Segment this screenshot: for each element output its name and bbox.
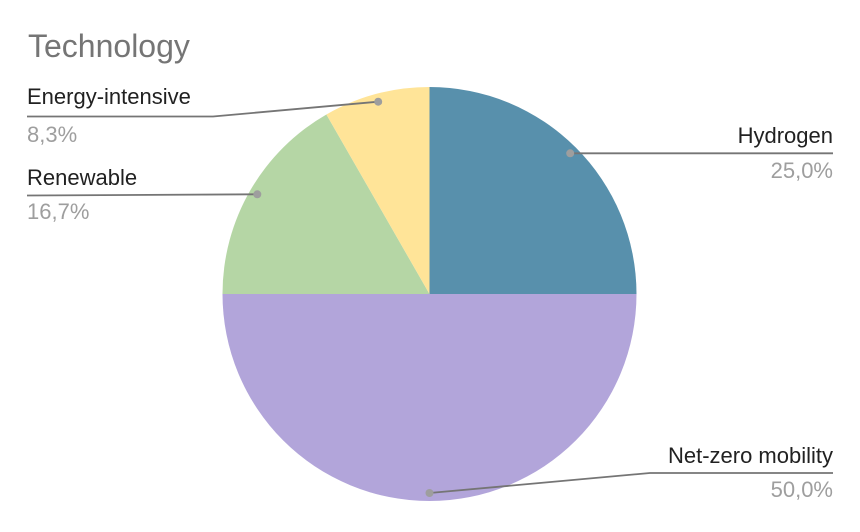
- slice-value-energy-intensive: 8,3%: [27, 122, 78, 147]
- slice-value-hydrogen: 25,0%: [770, 158, 833, 183]
- leader-line-energy-intensive: [27, 100, 379, 118]
- leader-dot-renewable: [253, 190, 262, 199]
- slice-label-renewable: Renewable: [27, 165, 138, 190]
- slice-label-net-zero-mobility: Net-zero mobility: [667, 443, 833, 468]
- pie-slice-energy-intensive[interactable]: [326, 87, 430, 294]
- leader-line-net-zero-mobility: [429, 472, 833, 494]
- leader-dot-hydrogen: [566, 149, 575, 158]
- slice-value-net-zero-mobility: 50,0%: [770, 477, 833, 502]
- chart-title: Technology: [28, 28, 190, 64]
- pie-slice-net-zero-mobility[interactable]: [222, 294, 637, 502]
- leader-dot-net-zero-mobility: [425, 489, 434, 497]
- leader-line-renewable: [26, 193, 258, 197]
- slice-label-energy-intensive: Energy-intensive: [27, 84, 191, 109]
- pie-slice-hydrogen[interactable]: [429, 87, 637, 294]
- slice-label-hydrogen: Hydrogen: [737, 123, 833, 148]
- leader-dot-energy-intensive: [374, 97, 383, 106]
- pie-slice-renewable[interactable]: [222, 114, 430, 295]
- slice-value-renewable: 16,7%: [27, 199, 90, 224]
